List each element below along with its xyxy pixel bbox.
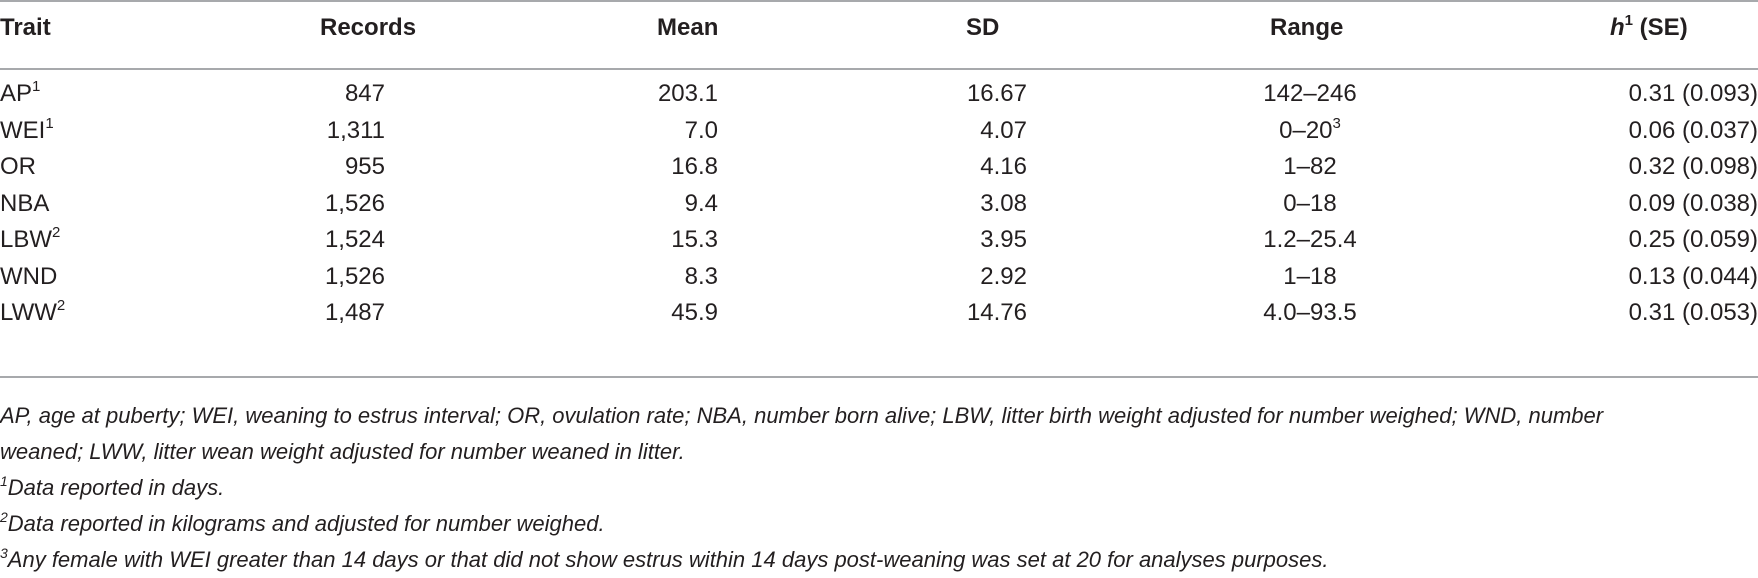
cell-trait: AP1 — [0, 78, 41, 107]
cell-heritability: 0.13 (0.044) — [1628, 262, 1758, 290]
cell-sd: 16.67 — [966, 80, 1027, 107]
cell-records: 955 — [344, 153, 385, 180]
cell-trait-superscript: 1 — [32, 78, 41, 95]
header-h-superscript: 1 — [1624, 12, 1634, 29]
cell-sd: 3.08 — [980, 189, 1027, 217]
header-mean: Mean — [657, 14, 719, 41]
cell-range: 1–18 — [1283, 262, 1337, 290]
cell-trait-superscript: 2 — [56, 297, 66, 314]
cell-heritability: 0.32 (0.098) — [1628, 153, 1758, 180]
cell-range: 0–18 — [1283, 189, 1337, 217]
table-row: NBA 1,526 9.4 3.08 0–18 0.09 (0.038) — [0, 190, 1758, 228]
cell-sd: 4.07 — [980, 116, 1027, 144]
cell-mean: 8.3 — [684, 262, 718, 290]
cell-mean: 9.4 — [684, 189, 718, 217]
cell-trait-superscript: 1 — [45, 114, 54, 132]
cell-heritability: 0.31 (0.053) — [1628, 299, 1758, 326]
cell-heritability: 0.06 (0.037) — [1628, 116, 1758, 144]
table-row: OR 955 16.8 4.16 1–82 0.32 (0.098) — [0, 153, 1758, 191]
cell-trait: WEI1 — [0, 114, 54, 144]
footnote-abbreviations-line2: weaned; LWW, litter wean weight adjusted… — [0, 439, 685, 464]
cell-trait: OR — [0, 153, 36, 180]
cell-records: 1,524 — [324, 226, 385, 253]
cell-sd: 2.92 — [980, 262, 1027, 290]
footnote-2-mark: 2 — [0, 509, 8, 525]
table-bottom-rule — [0, 376, 1758, 378]
cell-mean: 7.0 — [684, 116, 718, 144]
cell-range: 1–82 — [1283, 153, 1337, 180]
cell-records: 1,526 — [324, 189, 385, 217]
table-row: WEI1 1,311 7.0 4.07 0–203 0.06 (0.037) — [0, 114, 1758, 155]
cell-range: 0–203 — [1279, 114, 1341, 144]
cell-range: 4.0–93.5 — [1263, 299, 1357, 326]
cell-records: 1,526 — [324, 262, 385, 290]
cell-sd: 4.16 — [980, 153, 1027, 180]
cell-trait: WND — [0, 262, 58, 290]
cell-heritability: 0.09 (0.038) — [1628, 189, 1758, 217]
footnote-3-mark: 3 — [0, 545, 8, 561]
table-header-row: Trait Records Mean SD Range h1 (SE) — [0, 12, 1758, 54]
cell-trait: LWW2 — [0, 297, 66, 326]
cell-range-superscript: 3 — [1332, 114, 1341, 132]
header-heritability: h1 (SE) — [1610, 12, 1688, 42]
footnote-1-text: Data reported in days. — [7, 475, 225, 500]
cell-records: 1,311 — [326, 116, 385, 144]
cell-mean: 15.3 — [671, 226, 718, 253]
table-footnotes: AP, age at puberty; WEI, weaning to estr… — [0, 398, 1740, 578]
cell-trait-superscript: 2 — [52, 224, 61, 241]
cell-heritability: 0.31 (0.093) — [1628, 80, 1758, 107]
table-row: LBW2 1,524 15.3 3.95 1.2–25.4 0.25 (0.059) — [0, 224, 1758, 264]
cell-sd: 14.76 — [966, 299, 1027, 326]
cell-mean: 16.8 — [671, 153, 718, 180]
footnote-abbreviations-line1: AP, age at puberty; WEI, weaning to estr… — [0, 403, 1604, 428]
footnote-3-text: Any female with WEI greater than 14 days… — [7, 547, 1329, 572]
header-trait: Trait — [0, 14, 51, 41]
cell-sd: 3.95 — [980, 226, 1027, 253]
cell-heritability: 0.25 (0.059) — [1628, 226, 1758, 253]
header-h-symbol: h — [1610, 14, 1625, 41]
cell-records: 847 — [344, 80, 385, 107]
table-row: AP1 847 203.1 16.67 142–246 0.31 (0.093) — [0, 78, 1758, 118]
header-records: Records — [320, 14, 417, 41]
cell-mean: 45.9 — [671, 299, 718, 326]
cell-range: 142–246 — [1263, 80, 1357, 107]
footnote-2-text: Data reported in kilograms and adjusted … — [7, 511, 605, 536]
table-top-rule — [0, 0, 1758, 2]
footnote-1-mark: 1 — [0, 473, 8, 489]
cell-range: 1.2–25.4 — [1263, 226, 1357, 253]
cell-trait: LBW2 — [0, 224, 61, 253]
table-row: WND 1,526 8.3 2.92 1–18 0.13 (0.044) — [0, 263, 1758, 301]
header-range: Range — [1270, 14, 1344, 41]
table-row: LWW2 1,487 45.9 14.76 4.0–93.5 0.31 (0.053) — [0, 297, 1758, 337]
table-header-rule — [0, 68, 1758, 70]
cell-mean: 203.1 — [657, 80, 718, 107]
footnote-3: 3Any female with WEI greater than 14 day… — [0, 542, 1740, 578]
cell-records: 1,487 — [324, 299, 385, 326]
footnote-2: 2Data reported in kilograms and adjusted… — [0, 506, 1740, 542]
header-sd: SD — [966, 14, 1000, 41]
footnote-1: 1Data reported in days. — [0, 470, 1740, 506]
cell-trait: NBA — [0, 189, 50, 217]
header-h-se: (SE) — [1633, 14, 1688, 41]
